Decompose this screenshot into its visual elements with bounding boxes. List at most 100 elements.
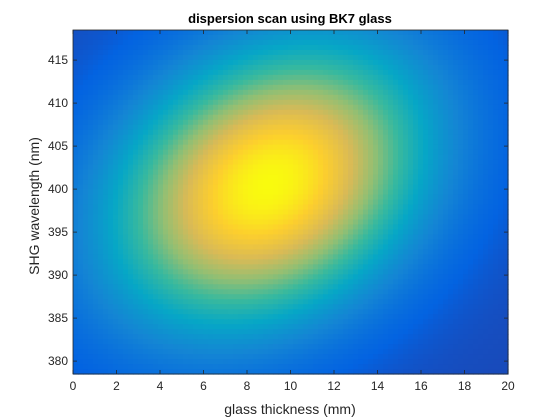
heatmap-cell: [418, 124, 424, 131]
heatmap-cell: [263, 124, 269, 131]
heatmap-cell: [233, 74, 239, 81]
heatmap-cell: [463, 244, 469, 250]
heatmap-cell: [293, 84, 299, 91]
heatmap-cell: [118, 189, 124, 196]
heatmap-cell: [313, 229, 319, 236]
heatmap-cell: [443, 279, 449, 285]
heatmap-cell: [413, 149, 419, 156]
heatmap-cell: [393, 274, 399, 280]
heatmap-cell: [93, 164, 99, 171]
heatmap-cell: [503, 219, 509, 226]
heatmap-cell: [228, 309, 234, 315]
heatmap-cell: [418, 264, 424, 270]
heatmap-cell: [418, 104, 424, 111]
heatmap-cell: [403, 44, 409, 51]
heatmap-cell: [403, 219, 409, 226]
heatmap-cell: [183, 184, 189, 191]
heatmap-cell: [403, 94, 409, 101]
heatmap-cell: [318, 144, 324, 151]
heatmap-cell: [443, 79, 449, 86]
heatmap-cell: [403, 79, 409, 86]
heatmap-cell: [123, 309, 129, 315]
heatmap-cell: [458, 304, 464, 310]
heatmap-cell: [133, 154, 139, 161]
heatmap-cell: [413, 179, 419, 186]
heatmap-cell: [138, 204, 144, 211]
heatmap-cell: [498, 274, 504, 280]
heatmap-cell: [233, 159, 239, 166]
heatmap-cell: [318, 69, 324, 76]
heatmap-cell: [263, 289, 269, 295]
heatmap-cell: [323, 104, 329, 111]
heatmap-cell: [288, 144, 294, 151]
heatmap-cell: [288, 249, 294, 255]
heatmap-cell: [73, 194, 79, 201]
heatmap-cell: [498, 89, 504, 96]
heatmap-cell: [368, 79, 374, 86]
heatmap-cell: [88, 299, 94, 305]
heatmap-cell: [388, 279, 394, 285]
heatmap-cell: [188, 79, 194, 86]
heatmap-cell: [368, 74, 374, 81]
heatmap-cell: [188, 144, 194, 151]
heatmap-cell: [73, 134, 79, 141]
heatmap-cell: [448, 169, 454, 176]
heatmap-cell: [248, 174, 254, 181]
heatmap-cell: [263, 59, 269, 66]
heatmap-cell: [103, 174, 109, 181]
heatmap-cell: [233, 84, 239, 91]
heatmap-cell: [148, 74, 154, 81]
heatmap-cell: [263, 189, 269, 196]
heatmap-cell: [408, 44, 414, 51]
heatmap-cell: [278, 244, 284, 250]
heatmap-cell: [393, 109, 399, 116]
heatmap-cell: [228, 244, 234, 250]
heatmap-cell: [443, 114, 449, 121]
heatmap-cell: [88, 249, 94, 255]
heatmap-cell: [323, 294, 329, 300]
heatmap-cell: [418, 34, 424, 41]
heatmap-cell: [473, 304, 479, 310]
heatmap-cell: [433, 214, 439, 221]
heatmap-cell: [473, 194, 479, 201]
heatmap-cell: [103, 64, 109, 71]
heatmap-cell: [328, 54, 334, 61]
heatmap-cell: [428, 129, 434, 136]
heatmap-cell: [463, 259, 469, 265]
heatmap-cell: [158, 314, 164, 320]
heatmap-cell: [263, 229, 269, 236]
heatmap-cell: [323, 249, 329, 255]
heatmap-cell: [98, 284, 104, 290]
heatmap-cell: [118, 309, 124, 315]
heatmap-cell: [403, 189, 409, 196]
heatmap-cell: [218, 184, 224, 191]
heatmap-cell: [138, 264, 144, 270]
heatmap-cell: [73, 304, 79, 310]
heatmap-cell: [73, 179, 79, 186]
heatmap-cell: [118, 144, 124, 151]
heatmap-cell: [363, 169, 369, 176]
heatmap-cell: [318, 209, 324, 216]
heatmap-cell: [343, 249, 349, 255]
heatmap-cell: [433, 74, 439, 81]
heatmap-cell: [128, 119, 134, 126]
heatmap-cell: [428, 299, 434, 305]
heatmap-cell: [88, 229, 94, 236]
heatmap-cell: [118, 234, 124, 240]
heatmap-cell: [253, 129, 259, 136]
heatmap-cell: [213, 30, 219, 36]
heatmap-cell: [98, 64, 104, 71]
heatmap-cell: [303, 309, 309, 315]
heatmap-cell: [178, 299, 184, 305]
heatmap-cell: [438, 134, 444, 141]
heatmap-cell: [193, 144, 199, 151]
heatmap-cell: [213, 239, 219, 245]
heatmap-cell: [393, 59, 399, 66]
heatmap-cell: [178, 169, 184, 176]
heatmap-cell: [93, 154, 99, 161]
heatmap-cell: [348, 74, 354, 81]
heatmap-cell: [183, 194, 189, 201]
heatmap-cell: [503, 124, 509, 131]
heatmap-cell: [403, 179, 409, 186]
heatmap-cell: [263, 204, 269, 211]
